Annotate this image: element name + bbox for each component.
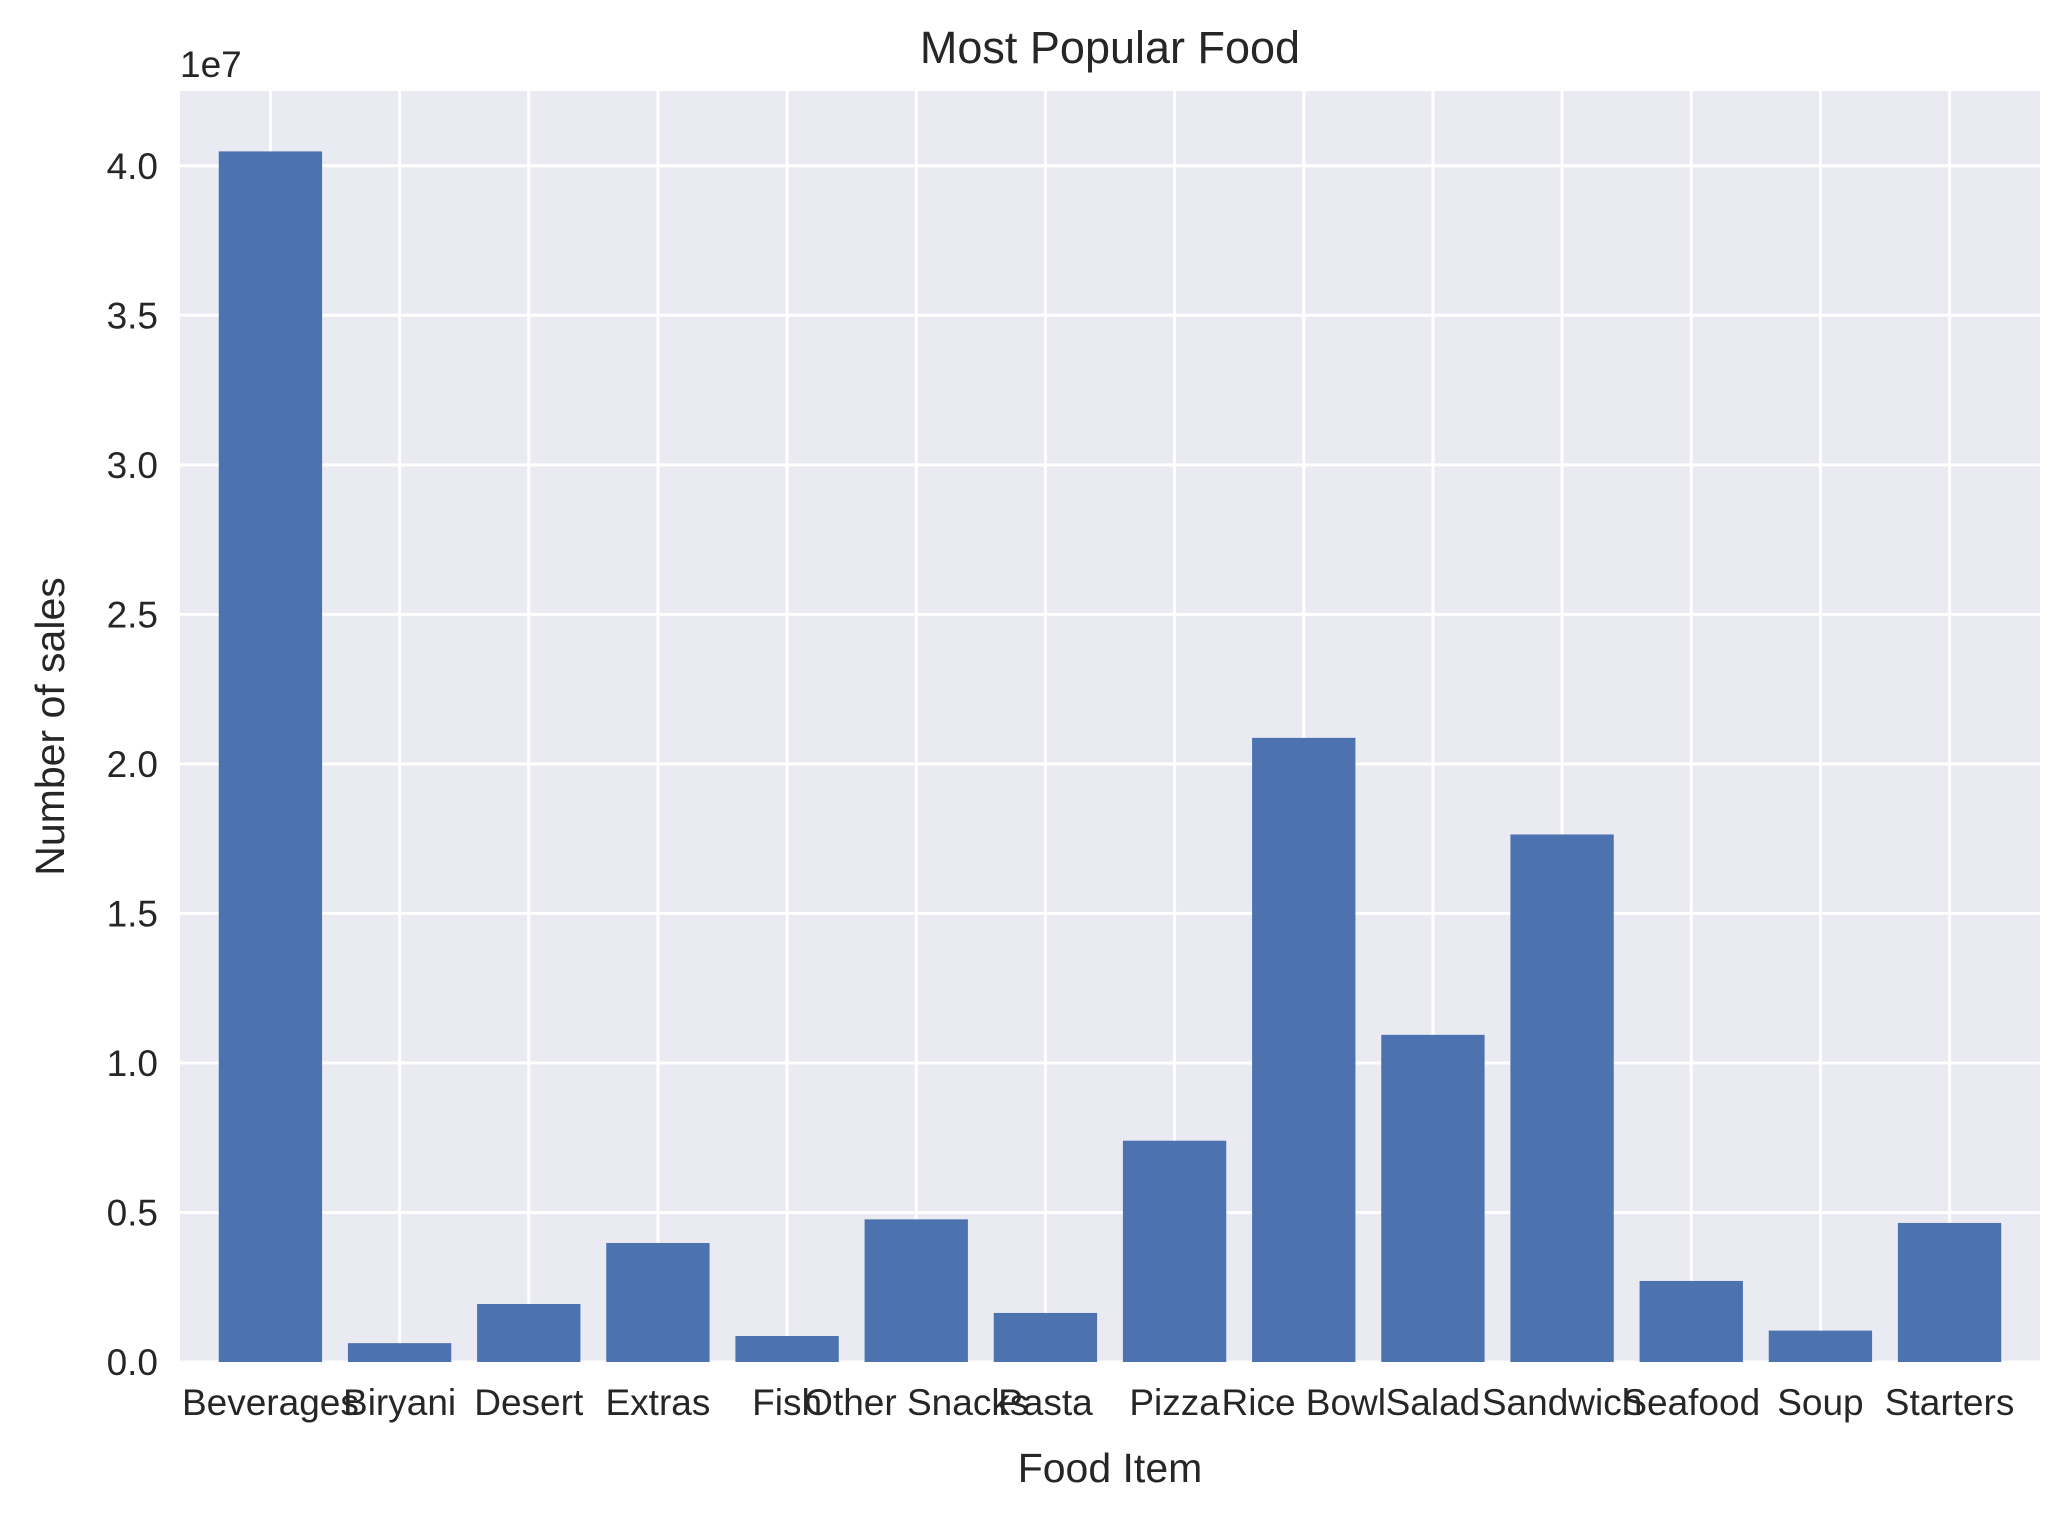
y-axis-ticks: 0.0 0.5 1.0 1.5 2.0 2.5 3.0 3.5 4.0 xyxy=(107,146,158,1383)
bar-sandwich xyxy=(1510,834,1614,1362)
x-tick-label: Sandwich xyxy=(1482,1382,1642,1423)
bar-starters xyxy=(1897,1222,2002,1362)
bar-biryani xyxy=(347,1343,452,1362)
bar-extras xyxy=(606,1242,710,1362)
bar-salad xyxy=(1381,1034,1485,1362)
x-tick-label: Salad xyxy=(1386,1382,1481,1423)
y-tick-label: 4.0 xyxy=(107,146,158,187)
x-tick-label: Pizza xyxy=(1129,1382,1220,1423)
x-axis-title: Food Item xyxy=(1018,1445,1203,1491)
y-tick-label: 0.5 xyxy=(107,1192,158,1233)
bars xyxy=(218,151,2002,1362)
x-tick-label: Seafood xyxy=(1622,1382,1760,1423)
x-tick-label: Soup xyxy=(1777,1382,1863,1423)
y-axis-title: Number of sales xyxy=(27,577,73,876)
y-tick-label: 3.5 xyxy=(107,295,158,336)
y-tick-label: 2.0 xyxy=(107,744,158,785)
x-tick-label: Fish xyxy=(752,1382,822,1423)
y-tick-label: 0.0 xyxy=(107,1342,158,1383)
bar-rice-bowl xyxy=(1252,737,1356,1362)
bar-desert xyxy=(477,1303,581,1362)
gridlines xyxy=(180,91,2040,1364)
y-tick-label: 1.5 xyxy=(107,893,158,934)
x-tick-label: Starters xyxy=(1885,1382,2015,1423)
chart-title: Most Popular Food xyxy=(920,22,1300,73)
x-tick-label: Other Snacks xyxy=(804,1382,1028,1423)
x-tick-label: Pasta xyxy=(998,1382,1093,1423)
bar-fish xyxy=(735,1335,839,1362)
bar-other-snacks xyxy=(864,1219,968,1362)
y-tick-label: 2.5 xyxy=(107,594,158,635)
bar-pizza xyxy=(1122,1140,1227,1362)
y-tick-label: 3.0 xyxy=(107,445,158,486)
x-tick-label: Extras xyxy=(605,1382,710,1423)
plot-area xyxy=(180,91,2040,1362)
bar-beverages xyxy=(218,151,323,1362)
x-tick-label: Beverages xyxy=(182,1382,359,1423)
bar-pasta xyxy=(993,1312,1098,1362)
y-axis-offset-label: 1e7 xyxy=(180,44,242,85)
bar-soup xyxy=(1768,1330,1873,1362)
x-tick-label: Desert xyxy=(474,1382,584,1423)
bar-seafood xyxy=(1639,1280,1743,1362)
y-tick-label: 1.0 xyxy=(107,1043,158,1084)
x-tick-label: Biryani xyxy=(343,1382,456,1423)
x-tick-label: Rice Bowl xyxy=(1222,1382,1387,1423)
